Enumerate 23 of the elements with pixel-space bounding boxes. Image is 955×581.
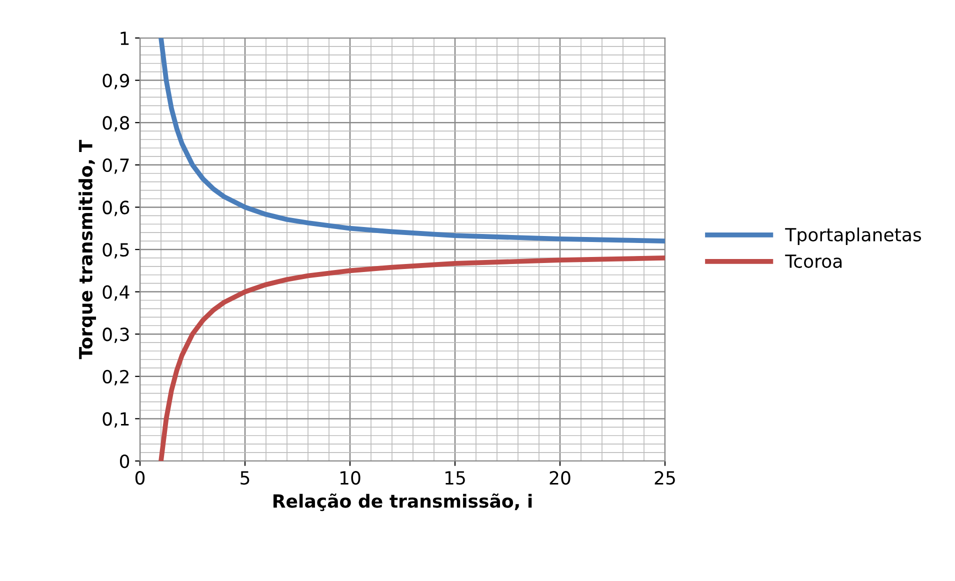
legend-label: Tcoroa <box>785 254 842 268</box>
legend-label: Tportaplanetas <box>785 228 922 245</box>
line-series <box>158 38 665 244</box>
y-tick-label: 0,7 <box>102 158 129 174</box>
y-tick-label: 0 <box>120 454 130 468</box>
x-tick-label: 5 <box>240 471 250 485</box>
line-series <box>158 256 665 461</box>
x-tick-label: 0 <box>135 471 145 485</box>
y-tick-label: 0,9 <box>102 74 130 90</box>
y-tick-label: 1 <box>120 32 129 45</box>
y-axis-title: Torque transmitido, T <box>78 140 96 360</box>
x-tick-label: 10 <box>340 471 360 485</box>
x-tick-label: 20 <box>550 471 570 485</box>
x-tick-label: 25 <box>654 471 675 485</box>
x-tick-label: 15 <box>445 471 465 485</box>
y-tick-label: 0,1 <box>102 412 129 428</box>
x-axis-title: Relação de transmissão, i <box>274 494 532 512</box>
y-tick-label: 0,5 <box>102 242 129 258</box>
y-tick-label: 0,8 <box>102 116 130 132</box>
y-tick-label: 0,6 <box>102 200 130 216</box>
y-tick-label: 0,3 <box>102 328 129 344</box>
y-tick-label: 0,4 <box>102 285 130 301</box>
y-tick-label: 0,2 <box>102 370 128 386</box>
